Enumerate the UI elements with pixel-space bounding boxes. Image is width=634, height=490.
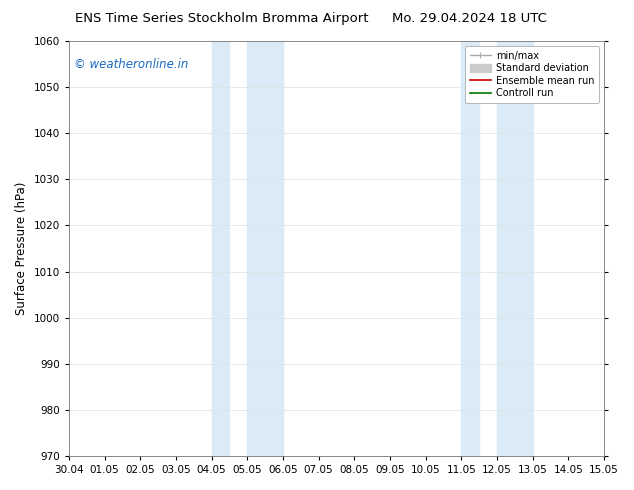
Text: ENS Time Series Stockholm Bromma Airport: ENS Time Series Stockholm Bromma Airport	[75, 12, 368, 25]
Bar	[497, 41, 533, 456]
Bar	[462, 41, 479, 456]
Text: Mo. 29.04.2024 18 UTC: Mo. 29.04.2024 18 UTC	[392, 12, 547, 25]
Bar	[212, 41, 230, 456]
Y-axis label: Surface Pressure (hPa): Surface Pressure (hPa)	[15, 182, 28, 315]
Bar	[247, 41, 283, 456]
Text: © weatheronline.in: © weatheronline.in	[74, 58, 188, 71]
Legend: min/max, Standard deviation, Ensemble mean run, Controll run: min/max, Standard deviation, Ensemble me…	[465, 46, 599, 103]
